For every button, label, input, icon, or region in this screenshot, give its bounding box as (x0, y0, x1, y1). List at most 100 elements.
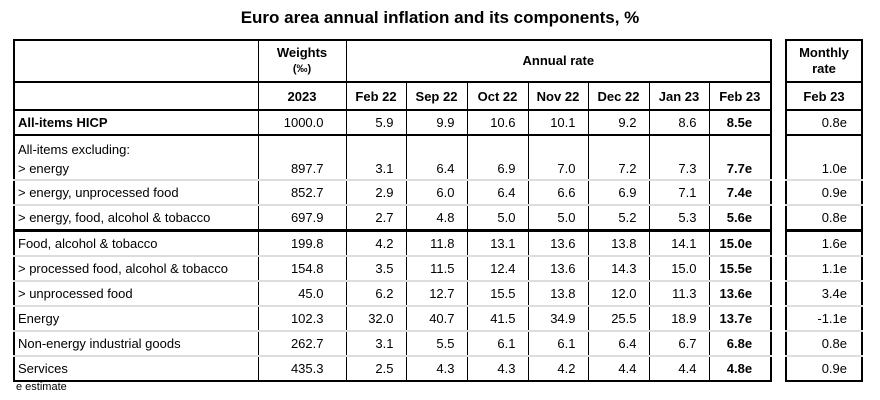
annual-rate-cell: 6.1 (527, 331, 589, 357)
annual-rate-cell: 5.5 (405, 331, 468, 357)
table-row: 0.9e (785, 180, 863, 206)
period-header: Sep 22 (405, 82, 468, 111)
annual-rate-cell: 13.8 (587, 230, 650, 257)
row-label-text: > unprocessed food (18, 286, 133, 301)
weight-cell: 102.3 (257, 306, 347, 332)
annual-rate-cell: 7.3 (648, 135, 710, 181)
annual-rate-cell: 7.2 (587, 135, 650, 181)
row-label: > unprocessed food (13, 281, 259, 307)
row-label: Energy (13, 306, 259, 332)
monthly-rate-cell: 0.8e (785, 110, 863, 136)
table-row: > energy, food, alcohol & tobacco 697.9 2.… (13, 205, 772, 232)
annual-rate-cell: 13.6e (708, 281, 772, 307)
monthly-rate-cell: 1.1e (785, 256, 863, 282)
weights-header: Weights (‰) (257, 40, 347, 83)
row-label: All-items HICP (13, 110, 259, 136)
weight-cell: 154.8 (257, 256, 347, 282)
annual-rate-cell: 2.9 (345, 180, 407, 206)
table-row: 0.8e (785, 110, 863, 136)
weights-year-header: 2023 (257, 82, 347, 111)
period-header: Nov 22 (527, 82, 589, 111)
annual-rate-cell: 5.2 (587, 205, 650, 232)
annual-rate-cell: 6.9 (587, 180, 650, 206)
annual-rate-cell: 4.3 (405, 356, 468, 381)
annual-rate-cell: 3.1 (345, 331, 407, 357)
row-label-text: > processed food, alcohol & tobacco (18, 261, 228, 276)
annual-rate-cell: 6.4 (405, 135, 468, 181)
annual-rate-cell: 13.6 (527, 256, 589, 282)
annual-rate-cell: 4.3 (466, 356, 529, 381)
weight-cell: 435.3 (257, 356, 347, 381)
annual-rate-cell: 34.9 (527, 306, 589, 332)
row-label-text: Services (18, 361, 68, 376)
annual-rate-cell: 14.1 (648, 230, 710, 257)
table-row: 0.9e (785, 356, 863, 381)
annual-rate-cell: 10.6 (466, 110, 529, 136)
annual-rate-cell: 9.9 (405, 110, 468, 136)
monthly-rate-table: Monthly rate Feb 23 0.8e 1.0e 0.9e 0.8e 1.6e… (785, 39, 863, 382)
annual-rate-header: Annual rate (345, 40, 772, 83)
row-label-text: Energy (18, 311, 60, 326)
table-row: > energy, unprocessed food 852.7 2.9 6.0 6.4… (13, 180, 772, 206)
row-label-text: Non-energy industrial goods (18, 336, 181, 351)
table-row: All-items HICP 1000.0 5.9 9.9 10.6 10.1 9.2 8.6… (13, 110, 772, 136)
annual-rate-cell: 5.9 (345, 110, 407, 136)
annual-rate-cell: 13.7e (708, 306, 772, 332)
weight-cell: 897.7 (257, 135, 347, 181)
weight-cell: 852.7 (257, 180, 347, 206)
annual-rate-cell: 41.5 (466, 306, 529, 332)
monthly-rate-cell: 0.8e (785, 331, 863, 357)
annual-rate-cell: 6.0 (405, 180, 468, 206)
annual-rate-cell: 9.2 (587, 110, 650, 136)
footnote: e estimate (16, 381, 67, 393)
annual-rate-cell: 40.7 (405, 306, 468, 332)
annual-rate-cell: 10.1 (527, 110, 589, 136)
monthly-period-header: Feb 23 (785, 82, 863, 111)
annual-rate-cell: 2.5 (345, 356, 407, 381)
monthly-rate-cell: 0.9e (785, 356, 863, 381)
annual-rate-cell: 14.3 (587, 256, 650, 282)
annual-rate-cell: 6.9 (466, 135, 529, 181)
row-label: Food, alcohol & tobacco (13, 230, 259, 257)
annual-rate-cell: 4.8 (405, 205, 468, 232)
annual-rate-cell: 5.6e (708, 205, 772, 232)
annual-rate-cell: 25.5 (587, 306, 650, 332)
period-header: Dec 22 (587, 82, 650, 111)
label-header-blank (13, 82, 259, 111)
annual-rate-cell: 7.4e (708, 180, 772, 206)
table-row: 3.4e (785, 281, 863, 307)
table-row: -1.1e (785, 306, 863, 332)
annual-rate-cell: 7.7e (708, 135, 772, 181)
weight-cell: 45.0 (257, 281, 347, 307)
table-row: All-items excluding: > energy 897.7 3.1 6.4 6… (13, 135, 772, 181)
table-row: Non-energy industrial goods 262.7 3.1 5.5 6.… (13, 331, 772, 357)
weight-cell: 1000.0 (257, 110, 347, 136)
table-row: Services 435.3 2.5 4.3 4.3 4.2 4.4 4.4 4.8e (13, 356, 772, 381)
label-header (13, 40, 259, 83)
annual-rate-cell: 6.7 (648, 331, 710, 357)
weight-cell: 199.8 (257, 230, 347, 257)
annual-rate-cell: 6.6 (527, 180, 589, 206)
table-row: Food, alcohol & tobacco 199.8 4.2 11.8 13.1 1… (13, 230, 772, 257)
monthly-rate-cell: 1.0e (785, 135, 863, 181)
period-header: Jan 23 (648, 82, 710, 111)
annual-rate-cell: 3.1 (345, 135, 407, 181)
table-row: > unprocessed food 45.0 6.2 12.7 15.5 13.8 12.… (13, 281, 772, 307)
annual-rate-cell: 18.9 (648, 306, 710, 332)
annual-rate-cell: 6.4 (587, 331, 650, 357)
annual-rate-table: Weights (‰) Annual rate 2023 Feb 22 Sep 22… (13, 39, 773, 382)
row-label-text: All-items HICP (18, 115, 108, 130)
period-header: Feb 22 (345, 82, 407, 111)
annual-rate-cell: 11.3 (648, 281, 710, 307)
annual-rate-cell: 12.4 (466, 256, 529, 282)
annual-rate-cell: 5.3 (648, 205, 710, 232)
weight-cell: 697.9 (257, 205, 347, 232)
annual-rate-cell: 6.1 (466, 331, 529, 357)
row-label: > energy, food, alcohol & tobacco (13, 205, 259, 232)
table-row: 1.0e (785, 135, 863, 181)
annual-rate-cell: 15.5e (708, 256, 772, 282)
row-label: > processed food, alcohol & tobacco (13, 256, 259, 282)
annual-rate-cell: 4.2 (527, 356, 589, 381)
period-header: Oct 22 (466, 82, 529, 111)
row-label-text: > energy, food, alcohol & tobacco (18, 210, 211, 225)
